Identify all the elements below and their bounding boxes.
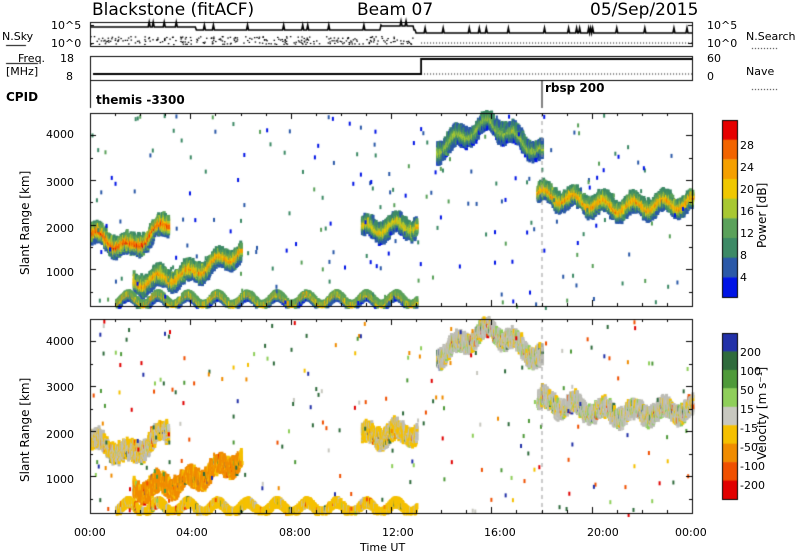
cpid-segment-0: themis -3300 [96, 93, 185, 107]
power-cbtick-1: 24 [740, 161, 754, 174]
xtick-3: 12:00 [382, 526, 414, 539]
velocity-ytick-1000: 1000 [46, 473, 74, 486]
noise-left-tick-top: 10^5 [51, 19, 82, 32]
freq-right-tick-top: 60 [707, 52, 721, 65]
power-cbtick-3: 16 [740, 205, 754, 218]
power-ytick-4000: 4000 [46, 128, 74, 141]
xtick-2: 08:00 [279, 526, 311, 539]
cpid-label: CPID [6, 90, 39, 104]
power-ylabel: Slant Range [km] [18, 170, 32, 275]
beam-title: Beam 07 [357, 0, 434, 20]
velocity-cbtick-1: 100 [740, 365, 761, 378]
xaxis-label: Time UT [360, 541, 406, 554]
xtick-0: 00:00 [74, 526, 106, 539]
velocity-ytick-3000: 3000 [46, 381, 74, 394]
velocity-ylabel: Slant Range [km] [18, 377, 32, 482]
freq-unit: [MHz] [6, 65, 39, 78]
noise-right-tick-bottom: 10^0 [707, 37, 738, 50]
noise-right-tick-top: 10^5 [707, 19, 738, 32]
power-cbtick-6: 4 [740, 271, 747, 284]
freq-right-tick-bottom: 0 [707, 70, 714, 83]
station-title: Blackstone (fitACF) [92, 0, 255, 20]
velocity-cbtick-7: -200 [740, 479, 765, 492]
velocity-cbtick-5: -50 [740, 441, 758, 454]
velocity-ytick-4000: 4000 [46, 335, 74, 348]
power-colorbar-title: Power [dB] [755, 182, 769, 248]
freq-left-tick-top: 18 [60, 52, 74, 65]
power-ytick-3000: 3000 [46, 176, 74, 189]
xtick-4: 16:00 [484, 526, 516, 539]
nsearch-label: N.Search [746, 30, 796, 43]
velocity-cbtick-4: -15 [740, 422, 758, 435]
freq-label: Freq. [18, 52, 46, 65]
nave-label: Nave [746, 65, 775, 78]
velocity-ytick-2000: 2000 [46, 428, 74, 441]
velocity-cbtick-3: 15 [740, 403, 754, 416]
power-cbtick-0: 28 [740, 139, 754, 152]
velocity-cbtick-0: 200 [740, 346, 761, 359]
cpid-segment-1: rbsp 200 [545, 81, 605, 95]
freq-left-tick-bottom: 8 [66, 70, 73, 83]
xtick-1: 04:00 [176, 526, 208, 539]
velocity-cbtick-2: 50 [740, 384, 754, 397]
noise-left-tick-bottom: 10^0 [51, 37, 82, 50]
nsky-label: N.Sky [2, 30, 34, 43]
power-cbtick-5: 8 [740, 249, 747, 262]
power-cbtick-4: 12 [740, 227, 754, 240]
date-title: 05/Sep/2015 [590, 0, 699, 20]
power-ytick-1000: 1000 [46, 266, 74, 279]
velocity-cbtick-6: -100 [740, 460, 765, 473]
xtick-5: 20:00 [587, 526, 619, 539]
power-ytick-2000: 2000 [46, 222, 74, 235]
xtick-6: 00:00 [675, 526, 707, 539]
power-cbtick-2: 20 [740, 183, 754, 196]
